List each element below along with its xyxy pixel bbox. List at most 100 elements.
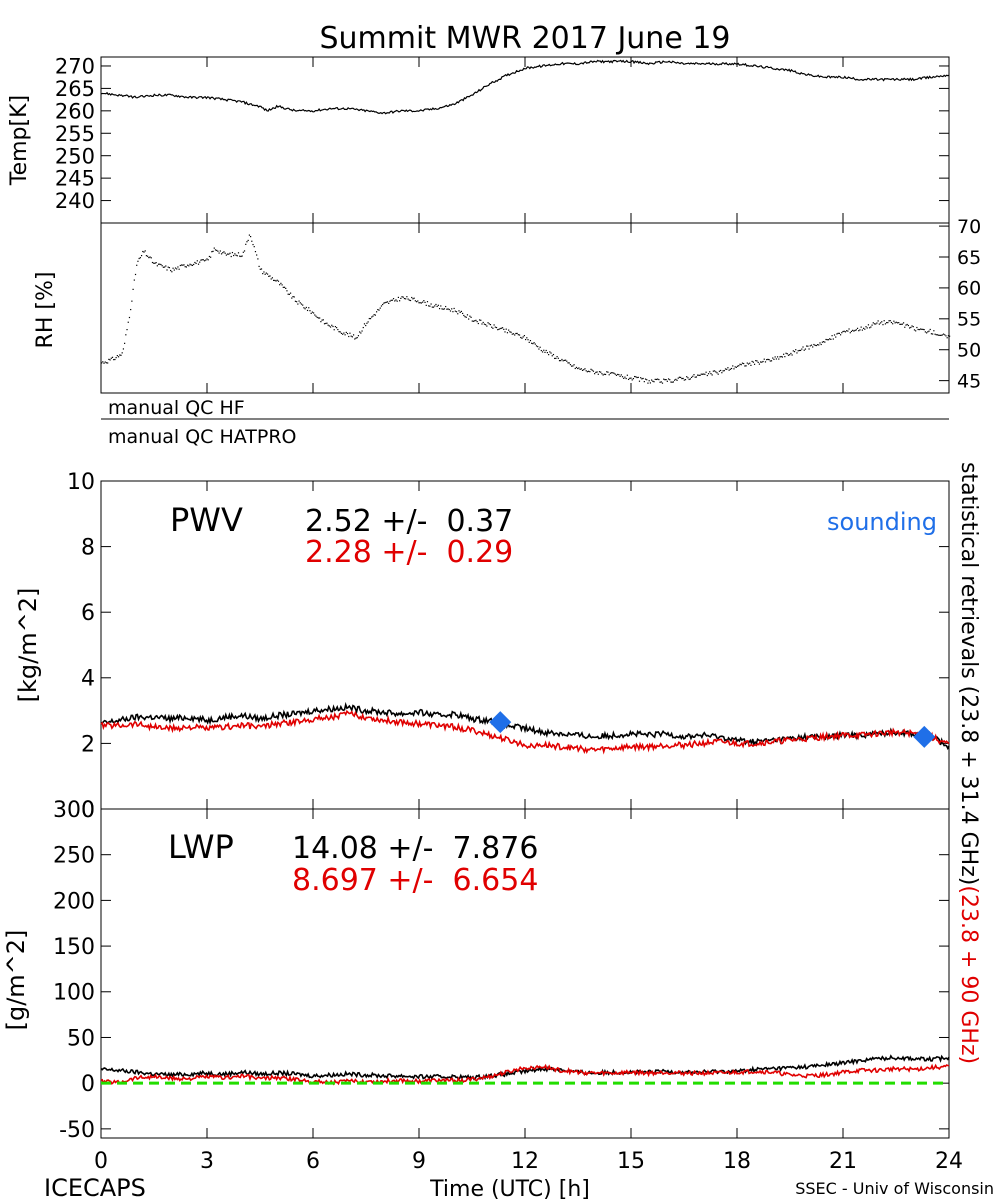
rh-point bbox=[710, 373, 712, 375]
rh-point bbox=[638, 380, 641, 382]
rh-point bbox=[380, 305, 383, 307]
rh-point bbox=[506, 332, 509, 334]
rh-point bbox=[597, 373, 599, 375]
rh-point bbox=[820, 343, 822, 346]
rh-point bbox=[153, 262, 155, 264]
rh-point bbox=[195, 262, 197, 265]
rh-point bbox=[872, 322, 874, 324]
rh-point bbox=[422, 301, 424, 303]
rh-point bbox=[149, 256, 151, 258]
rh-point bbox=[784, 356, 786, 358]
rh-point bbox=[804, 348, 807, 350]
rh-point bbox=[178, 268, 180, 270]
rh-point bbox=[408, 299, 410, 301]
rh-point bbox=[727, 367, 729, 369]
rh-point bbox=[425, 304, 427, 306]
rh-ytick-label: 45 bbox=[957, 370, 981, 392]
rh-point bbox=[760, 361, 762, 363]
lwp-stat-black: 14.08 +/- 7.876 bbox=[292, 831, 538, 866]
rh-point bbox=[561, 358, 563, 361]
rh-point bbox=[615, 374, 618, 376]
rh-point bbox=[285, 287, 287, 290]
rh-point bbox=[687, 377, 689, 379]
rh-ytick-label: 65 bbox=[957, 247, 981, 269]
rh-point bbox=[861, 329, 863, 331]
rh-point bbox=[557, 357, 559, 359]
rh-point bbox=[222, 252, 224, 254]
rh-point bbox=[571, 365, 573, 367]
rh-point bbox=[348, 335, 350, 338]
rh-point bbox=[626, 374, 628, 376]
rh-point bbox=[578, 367, 580, 369]
rh-point bbox=[786, 353, 788, 355]
x-tick-label: 21 bbox=[829, 1149, 857, 1174]
rh-point bbox=[827, 339, 830, 341]
rh-point bbox=[257, 258, 259, 260]
rh-point bbox=[440, 305, 442, 307]
rh-point bbox=[621, 376, 624, 378]
rh-point bbox=[206, 258, 208, 260]
rh-point bbox=[743, 362, 745, 365]
rh-point bbox=[509, 331, 511, 333]
chart-title: Summit MWR 2017 June 19 bbox=[320, 21, 731, 56]
rh-point bbox=[905, 324, 907, 326]
rh-point bbox=[893, 320, 895, 322]
rh-point bbox=[337, 328, 339, 331]
rh-point bbox=[860, 326, 862, 328]
rh-point bbox=[419, 302, 421, 304]
rh-point bbox=[397, 296, 399, 299]
rh-point bbox=[871, 324, 873, 326]
temp-panel-frame bbox=[100, 56, 950, 224]
rh-point bbox=[855, 329, 857, 331]
rh-point bbox=[796, 352, 798, 354]
rh-point bbox=[683, 379, 685, 381]
pwv-ytick-label: 0 bbox=[81, 798, 95, 823]
lwp-line-red bbox=[100, 1063, 950, 1086]
pwv-stat-red: 2.28 +/- 0.29 bbox=[305, 535, 513, 570]
rh-point bbox=[842, 330, 844, 333]
rh-point bbox=[573, 364, 575, 366]
rh-point bbox=[647, 382, 649, 384]
rh-point bbox=[385, 301, 387, 303]
rh-point bbox=[568, 362, 570, 364]
rh-point bbox=[303, 307, 305, 309]
rh-point bbox=[142, 250, 144, 253]
rh-point bbox=[738, 365, 740, 367]
rh-point bbox=[941, 334, 943, 336]
rh-point bbox=[677, 377, 679, 379]
rh-point bbox=[658, 378, 660, 381]
rh-point bbox=[287, 293, 289, 295]
rh-point bbox=[504, 331, 506, 333]
rh-point bbox=[345, 331, 347, 334]
rh-point bbox=[541, 351, 544, 353]
rh-point bbox=[564, 359, 567, 361]
rh-point bbox=[363, 323, 366, 325]
rh-point bbox=[477, 322, 479, 325]
rh-point bbox=[716, 372, 718, 374]
rh-point bbox=[623, 377, 625, 379]
rh-point bbox=[739, 363, 741, 365]
rh-point bbox=[707, 373, 710, 375]
temp-ytick-label: 270 bbox=[55, 55, 95, 79]
rh-point bbox=[684, 379, 687, 381]
rh-point bbox=[667, 378, 670, 380]
rh-point bbox=[371, 316, 373, 318]
rh-point bbox=[486, 325, 488, 327]
footer-left: ICECAPS bbox=[44, 1174, 146, 1200]
rh-point bbox=[895, 321, 897, 323]
rh-point bbox=[476, 321, 478, 323]
pwv-ytick-label: 2 bbox=[81, 732, 95, 757]
rh-ytick-label: 70 bbox=[957, 216, 981, 238]
rh-point bbox=[273, 279, 275, 281]
rh-point bbox=[762, 360, 764, 363]
qc-hatpro-label: manual QC HATPRO bbox=[108, 426, 297, 448]
rh-point bbox=[229, 252, 231, 254]
rh-point bbox=[182, 264, 184, 266]
rh-point bbox=[766, 359, 768, 361]
rh-point bbox=[420, 302, 423, 304]
pwv-ytick-label: 10 bbox=[67, 470, 95, 495]
rh-point bbox=[577, 367, 579, 370]
rh-point bbox=[674, 379, 676, 381]
rh-point bbox=[692, 375, 694, 377]
